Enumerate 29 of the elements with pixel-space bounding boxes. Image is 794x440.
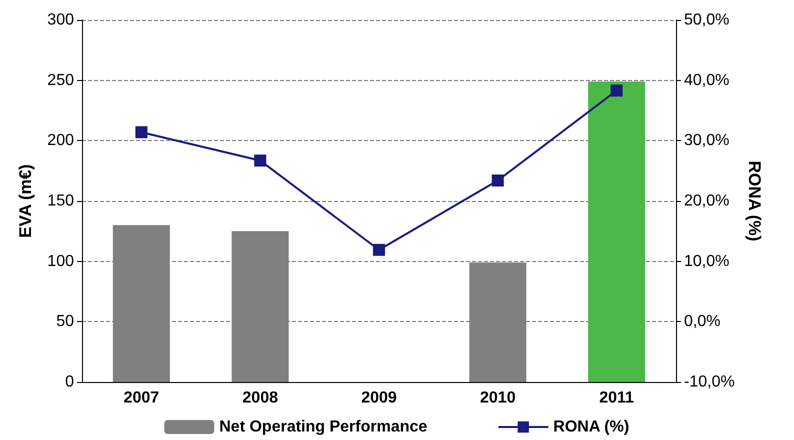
y-tick-label: 250 bbox=[47, 72, 74, 89]
y2-tick-label: 30,0% bbox=[684, 132, 730, 150]
y-tick-label: 150 bbox=[47, 192, 74, 210]
y-tick-label: 200 bbox=[47, 132, 74, 150]
point bbox=[135, 126, 148, 138]
y2-tick-label: 50,0% bbox=[684, 12, 730, 28]
legend-label: Net Operating Performance bbox=[219, 418, 428, 436]
y2-tick-label: 40,0% bbox=[684, 72, 730, 89]
y-tick-label: 100 bbox=[47, 252, 74, 270]
y2-axis-title: RONA (%) bbox=[745, 160, 764, 242]
y-tick-label: 0 bbox=[65, 374, 74, 390]
x-tick-label: 2011 bbox=[599, 390, 634, 406]
y-axis-title: EVA (m€) bbox=[16, 164, 35, 238]
bar bbox=[588, 82, 646, 382]
x-tick-label: 2010 bbox=[480, 390, 516, 406]
y-tick-label: 300 bbox=[47, 12, 74, 28]
y2-tick-label: 0,0% bbox=[684, 313, 720, 330]
x-tick-label: 2009 bbox=[361, 390, 397, 406]
x-tick-label: 2008 bbox=[242, 390, 278, 406]
point bbox=[373, 244, 385, 256]
y-tick-label: 50 bbox=[56, 313, 74, 330]
y2-tick-label: 10,0% bbox=[684, 252, 730, 270]
y2-tick-label: 20,0% bbox=[684, 192, 730, 210]
legend-label: RONA (%) bbox=[553, 418, 630, 436]
point bbox=[254, 154, 266, 167]
x-tick-label: 2007 bbox=[124, 390, 160, 406]
point bbox=[610, 84, 623, 97]
y2-tick-label: -10,0% bbox=[684, 374, 735, 390]
point bbox=[492, 174, 504, 186]
